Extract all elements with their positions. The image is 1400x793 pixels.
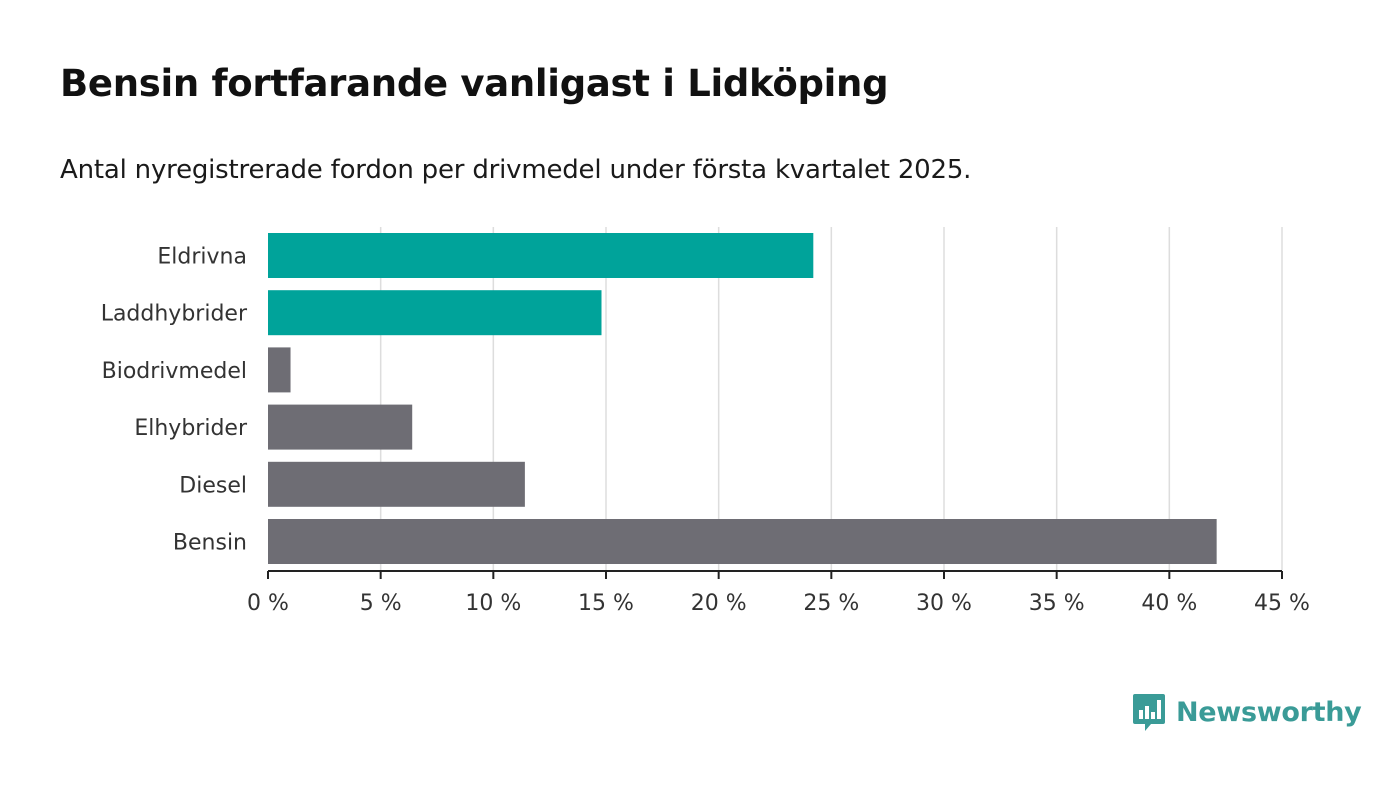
bar	[268, 519, 1217, 564]
bars-layer	[268, 233, 1217, 564]
category-label: Diesel	[179, 473, 247, 498]
x-tick-label: 45 %	[1254, 591, 1310, 616]
bar	[268, 233, 814, 278]
bar	[268, 347, 291, 393]
logo-text: Newsworthy	[1176, 696, 1362, 728]
chart-title: Bensin fortfarande vanligast i Lidköping	[60, 62, 889, 105]
x-tick-label: 20 %	[691, 591, 747, 616]
category-label: Laddhybrider	[101, 302, 248, 327]
x-tick-label: 35 %	[1029, 591, 1085, 616]
bar	[268, 404, 413, 450]
bar-chart-speech-bubble-icon	[1133, 694, 1165, 731]
category-label: Bensin	[173, 531, 247, 556]
category-label: Eldrivna	[157, 245, 247, 270]
bar	[268, 290, 602, 336]
x-tick-label: 30 %	[916, 591, 972, 616]
newsworthy-logo: Newsworthy	[1132, 692, 1362, 732]
grid-layer	[379, 227, 1283, 570]
x-tick-label: 40 %	[1141, 591, 1197, 616]
x-tick-label: 10 %	[465, 591, 521, 616]
bar	[268, 461, 525, 507]
x-tick-label: 25 %	[803, 591, 859, 616]
labels-layer: Eldrivna Laddhybrider Biodrivmedel Elhybrid…	[101, 245, 1310, 617]
x-tick-label: 5 %	[360, 591, 402, 616]
category-label: Elhybrider	[134, 416, 248, 441]
chart-subtitle: Antal nyregistrerade fordon per drivmede…	[60, 155, 972, 185]
x-tick-label: 15 %	[578, 591, 634, 616]
category-label: Biodrivmedel	[102, 359, 247, 384]
x-tick-label: 0 %	[247, 591, 289, 616]
axis-layer	[267, 570, 1283, 579]
